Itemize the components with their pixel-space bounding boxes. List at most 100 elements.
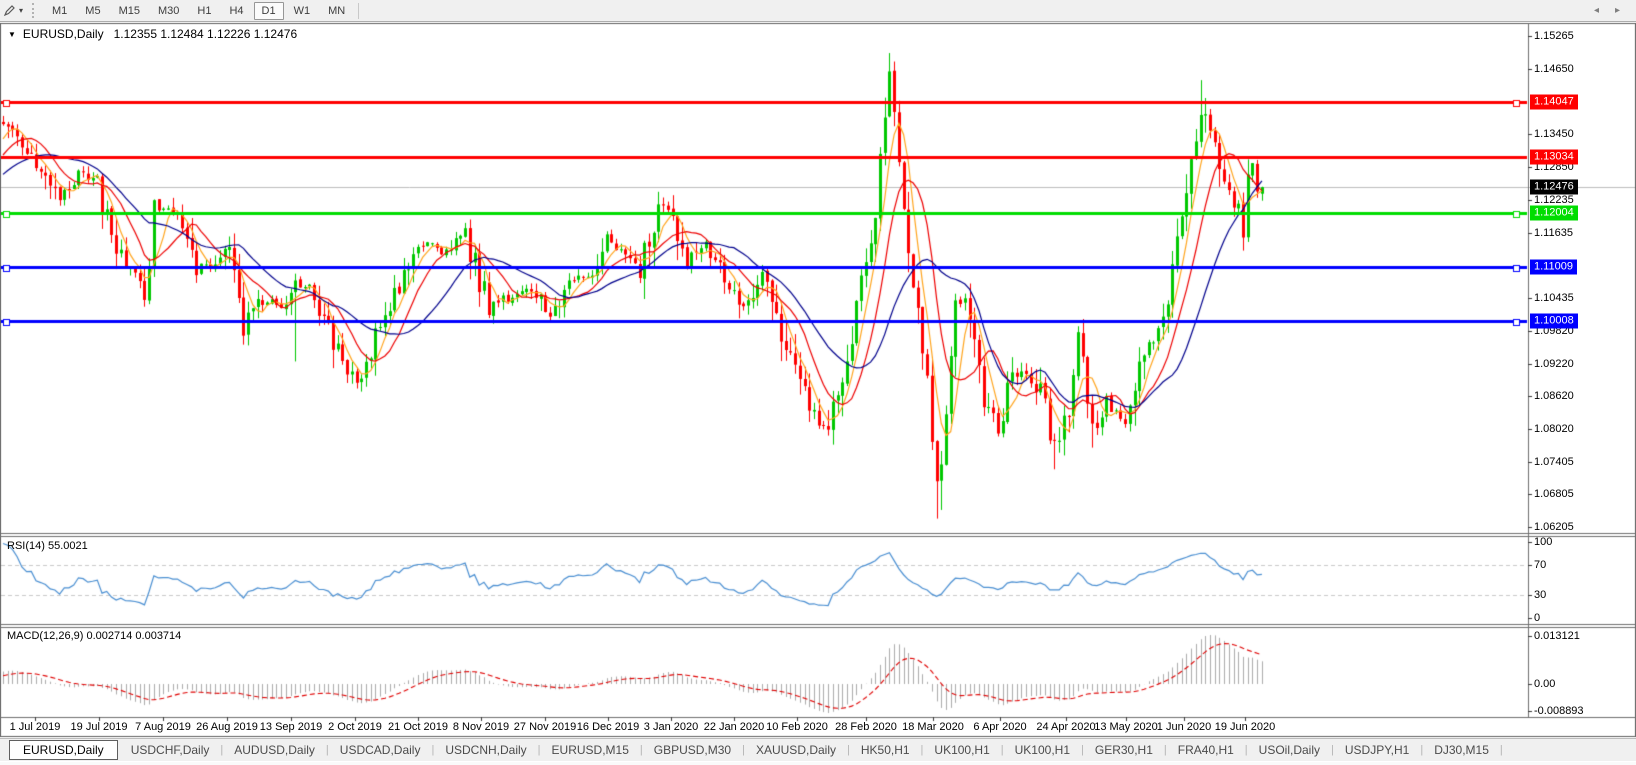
- hline-price-flag: 1.13034: [1530, 149, 1578, 165]
- rsi-tick-label: 100: [1534, 536, 1553, 548]
- chart-ohlc-values: 1.12355 1.12484 1.12226 1.12476: [113, 27, 298, 41]
- date-tick-label: 19 Jul 2019: [70, 721, 128, 733]
- chart-tab-uk100-h1[interactable]: UK100,H1: [934, 743, 990, 757]
- tab-divider: |: [1000, 744, 1004, 756]
- timeframe-toolbar: ▾ M1 M5 M15 M30 H1 H4 D1 W1 MN: [0, 0, 1636, 22]
- date-tick-label: 7 Aug 2019: [135, 721, 191, 733]
- timeframe-button-h4[interactable]: H4: [229, 4, 244, 17]
- one-click-caret-icon[interactable]: ▼: [8, 29, 16, 39]
- date-tick-label: 19 Jun 2020: [1214, 721, 1276, 733]
- tab-divider: |: [220, 744, 224, 756]
- tab-divider: |: [1081, 744, 1084, 756]
- chart-tab-gbpusd-m30[interactable]: GBPUSD,M30: [653, 743, 732, 757]
- date-tick-label: 13 May 2020: [1094, 721, 1158, 733]
- tab-divider: |: [537, 744, 541, 756]
- timeframe-button-m5[interactable]: M5: [85, 4, 101, 17]
- price-tick-label: 1.15265: [1534, 30, 1574, 42]
- tab-scroll-arrows: ◂ ▸: [1594, 5, 1620, 16]
- hline-price-flag: 1.12004: [1530, 205, 1578, 221]
- chart-tab-xauusd-daily[interactable]: XAUUSD,Daily: [755, 743, 836, 757]
- hline-price-flag: 1.14047: [1530, 94, 1578, 110]
- date-tick-label: 13 Sep 2019: [259, 721, 323, 733]
- tab-divider: |: [920, 744, 924, 756]
- timeframe-button-m1[interactable]: M1: [52, 4, 68, 17]
- tab-divider: |: [1163, 744, 1167, 756]
- price-tick-label: 1.13450: [1534, 128, 1574, 140]
- tab-scroll-right-icon[interactable]: ▸: [1614, 5, 1620, 16]
- chart-tab-dj30-m15[interactable]: DJ30,M15: [1434, 743, 1489, 757]
- hline-price-flag: 1.11009: [1530, 259, 1577, 275]
- price-tick-label: 1.08620: [1534, 390, 1574, 402]
- bid-price-flag: 1.12476: [1530, 179, 1578, 195]
- tab-divider: |: [639, 744, 643, 756]
- pencil-icon: [3, 5, 15, 17]
- date-tick-label: 24 Apr 2020: [1036, 721, 1096, 733]
- date-tick-label: 3 Jan 2020: [643, 721, 699, 733]
- chart-tab-bar: EURUSD,Daily USDCHF,Daily | AUDUSD,Daily | US…: [0, 738, 1636, 761]
- chart-tab-uk100-h1[interactable]: UK100,H1: [1014, 743, 1071, 757]
- chart-tab-hk50-h1[interactable]: HK50,H1: [860, 743, 910, 757]
- dropdown-caret-icon[interactable]: ▾: [19, 6, 24, 15]
- date-tick-label: 22 Jan 2020: [703, 721, 765, 733]
- tab-divider: |: [742, 744, 745, 756]
- date-tick-label: 6 Apr 2020: [973, 721, 1027, 733]
- date-tick-label: 16 Dec 2019: [576, 721, 640, 733]
- date-tick-label: 1 Jun 2020: [1156, 721, 1212, 733]
- chart-title: ▼ EURUSD,Daily 1.12355 1.12484 1.12226 1…: [8, 27, 297, 41]
- tab-divider: |: [1331, 744, 1334, 756]
- date-tick-label: 28 Feb 2020: [835, 721, 897, 733]
- rsi-indicator-label: RSI(14) 55.0021: [7, 540, 88, 552]
- tab-divider: |: [325, 744, 329, 756]
- date-tick-label: 27 Nov 2019: [513, 721, 577, 733]
- drawing-tool-icon[interactable]: ▾: [1, 3, 25, 18]
- tab-divider: |: [1244, 744, 1248, 756]
- chart-tab-usdjpy-h1[interactable]: USDJPY,H1: [1344, 743, 1410, 757]
- chart-tab-audusd-daily[interactable]: AUDUSD,Daily: [234, 743, 315, 757]
- chart-tab-usdchf-daily[interactable]: USDCHF,Daily: [130, 743, 210, 757]
- chart-tab-usdcad-daily[interactable]: USDCAD,Daily: [339, 743, 421, 757]
- chart-tab-eurusd-m15[interactable]: EURUSD,M15: [551, 743, 629, 757]
- tab-divider: |: [431, 744, 435, 756]
- tab-divider: |: [846, 744, 850, 756]
- chart-tab-eurusd-daily[interactable]: EURUSD,Daily: [9, 740, 118, 760]
- price-tick-label: 1.07405: [1534, 456, 1574, 468]
- timeframe-button-w1[interactable]: W1: [293, 4, 311, 17]
- date-tick-label: 21 Oct 2019: [388, 721, 448, 733]
- macd-tick-label: 0.00: [1534, 678, 1556, 690]
- toolbar-separator: [358, 2, 360, 19]
- price-tick-label: 1.08020: [1534, 423, 1574, 435]
- timeframe-button-d1[interactable]: D1: [253, 1, 284, 20]
- toolbar-grip-handle[interactable]: [32, 3, 37, 18]
- price-tick-label: 1.10435: [1534, 292, 1574, 304]
- timeframe-button-m30[interactable]: M30: [157, 4, 180, 17]
- rsi-tick-label: 70: [1534, 559, 1547, 571]
- chart-tab-usdcnh-daily[interactable]: USDCNH,Daily: [445, 743, 527, 757]
- chart-symbol-period: EURUSD,Daily: [22, 27, 104, 41]
- timeframe-button-mn[interactable]: MN: [328, 4, 346, 17]
- date-tick-label: 1 Jul 2019: [9, 721, 61, 733]
- macd-tick-label: 0.013121: [1534, 630, 1580, 642]
- date-tick-label: 8 Nov 2019: [452, 721, 510, 733]
- timeframe-button-h1[interactable]: H1: [197, 4, 212, 17]
- price-tick-label: 1.09220: [1534, 358, 1574, 370]
- date-tick-label: 18 Mar 2020: [902, 721, 964, 733]
- date-tick-label: 10 Feb 2020: [766, 721, 828, 733]
- chart-tab-ger30-h1[interactable]: GER30,H1: [1094, 743, 1153, 757]
- price-tick-label: 1.12235: [1534, 194, 1574, 206]
- tab-scroll-left-icon[interactable]: ◂: [1593, 5, 1599, 16]
- timeframe-button-m15[interactable]: M15: [118, 4, 140, 17]
- hline-price-flag: 1.10008: [1530, 313, 1578, 329]
- price-tick-label: 1.06205: [1534, 521, 1574, 533]
- date-tick-label: 2 Oct 2019: [328, 721, 382, 733]
- status-strip: [0, 762, 1636, 765]
- chart-tab-usoil-daily[interactable]: USOil,Daily: [1258, 743, 1320, 757]
- price-tick-label: 1.06805: [1534, 488, 1574, 500]
- tab-divider: |: [1420, 744, 1424, 756]
- chart-tab-fra40-h1[interactable]: FRA40,H1: [1177, 743, 1234, 757]
- price-tick-label: 1.11635: [1534, 227, 1573, 239]
- timeframe-buttons: M1 M5 M15 M30 H1 H4 D1 W1 MN: [43, 0, 363, 22]
- rsi-tick-label: 0: [1534, 612, 1541, 624]
- date-tick-label: 26 Aug 2019: [196, 721, 258, 733]
